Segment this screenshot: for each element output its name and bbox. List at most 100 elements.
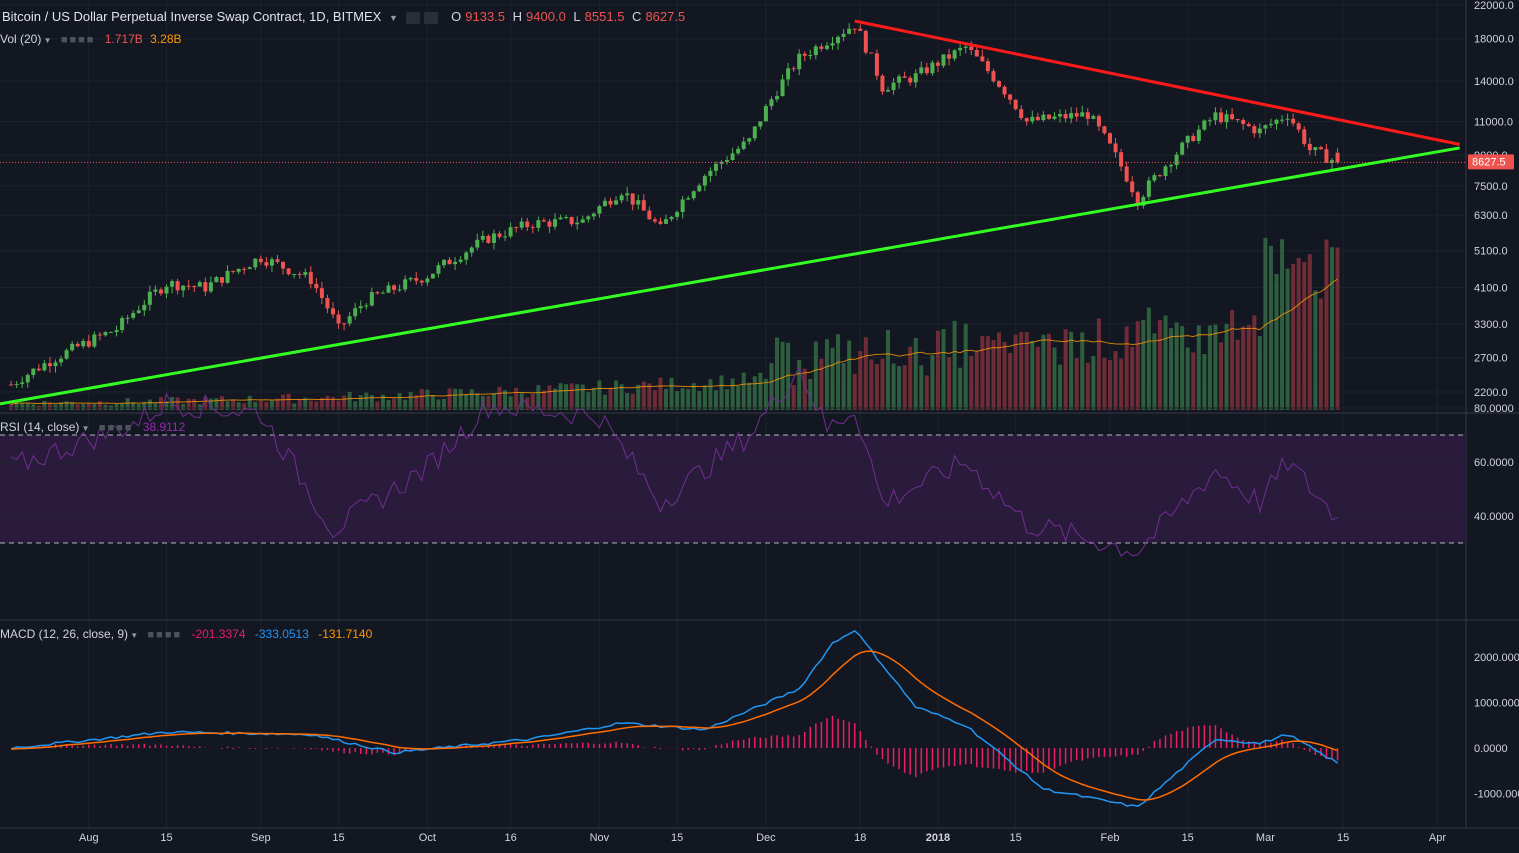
time-axis-label: 2018 [926,832,950,844]
volume-bar [553,388,557,410]
indicator-controls-icon[interactable]: ■■■■ [147,629,183,641]
volume-bar [675,390,680,410]
candle-body [25,374,30,383]
volume-bar [847,340,852,410]
volume-bar [186,398,191,410]
volume-value: 1.717B [104,32,143,46]
volume-bar [1324,239,1329,410]
volume-bar [1185,347,1190,410]
candle-body [841,33,846,37]
candle-body [813,46,818,56]
chart-header: Bitcoin / US Dollar Perpetual Inverse Sw… [2,9,693,24]
candle-body [1202,120,1207,130]
volume-bar [669,377,674,410]
chevron-down-icon[interactable]: ▼ [388,13,398,23]
candle-body [1307,143,1312,151]
macd-legend[interactable]: MACD (12, 26, close, 9) ▼ ■■■■ -201.3374… [0,627,372,641]
settings-icon[interactable] [405,11,420,24]
volume-bar [1002,341,1007,410]
volume-bar [1296,257,1301,410]
candle-body [1096,116,1101,127]
price-axis-label: 22000.0 [1474,0,1514,12]
volume-bar [1235,339,1240,410]
candle-body [31,368,36,375]
volume-bar [602,394,607,410]
volume-bar [458,389,463,410]
candle-body [747,138,752,142]
candle-body [630,193,635,205]
candle-body [1241,120,1246,125]
candle-body [392,285,397,290]
candle-body [1024,118,1029,122]
candle-body [408,278,413,280]
candle-body [669,216,674,220]
candle-body [725,160,730,162]
rsi-legend[interactable]: RSI (14, close) ▼ ■■■■ 38.9112 [0,420,185,434]
volume-bar [641,381,646,410]
candle-body [197,282,202,287]
candle-body [314,283,319,289]
volume-bar [197,404,202,410]
chevron-down-icon[interactable]: ▼ [41,36,52,45]
candle-body [958,47,963,51]
volume-indicator-name[interactable]: Vol (20) [0,32,42,46]
volume-bar [969,356,974,410]
candle-body [1085,112,1090,119]
volume-bar [247,395,252,410]
candle-body [769,99,774,107]
time-axis-label: 16 [504,832,516,844]
volume-bar [225,401,230,410]
volume-bar [1069,331,1074,410]
price-axis-label: 5100.0 [1474,246,1508,258]
volume-bar [408,392,413,410]
candle-body [752,126,757,139]
candle-body [1052,116,1057,119]
candle-body [447,259,452,265]
volume-bar [958,367,963,410]
candle-body [297,274,302,276]
volume-bar [192,399,197,410]
volume-bar [747,382,752,410]
candle-body [186,285,191,287]
volume-bar [147,399,152,410]
candle-body [1035,116,1040,121]
candle-body [797,53,802,70]
candle-body [980,56,985,62]
candle-body [380,292,385,294]
volume-bar [336,400,341,410]
volume-bar [736,385,741,410]
volume-bar [264,402,269,410]
volume-bar [564,384,569,410]
volume-bar [491,393,496,410]
ohlc-open-label: O [451,9,462,24]
candle-body [1157,175,1162,177]
volume-bar [608,387,613,410]
candle-body [1030,116,1035,122]
symbol-title[interactable]: Bitcoin / US Dollar Perpetual Inverse Sw… [2,9,382,24]
chevron-down-icon[interactable]: ▼ [79,424,90,433]
candle-body [997,81,1001,87]
indicator-controls-icon[interactable]: ■■■■ [60,34,96,46]
volume-bar [1180,326,1185,410]
volume-bar [203,396,208,410]
chevron-down-icon[interactable]: ▼ [128,631,139,640]
macd-indicator-name[interactable]: MACD (12, 26, close, 9) [0,627,129,641]
candle-body [664,219,668,224]
volume-legend[interactable]: Vol (20) ▼ ■■■■ 1.717B 3.28B [0,32,182,46]
candle-body [1080,112,1085,117]
candle-body [303,272,308,275]
candle-body [952,50,957,59]
volume-bar [97,401,102,410]
indicator-controls-icon[interactable]: ■■■■ [98,422,134,434]
volume-bar [430,395,435,410]
candle-body [358,306,363,309]
candle-body [514,227,519,229]
candle-body [1091,116,1096,119]
volume-bar [1219,342,1223,410]
volume-bar [619,384,624,410]
volume-bar [597,380,602,410]
volume-bar [1307,254,1312,410]
compare-icon[interactable] [423,11,438,24]
rsi-indicator-name[interactable]: RSI (14, close) [0,420,80,434]
